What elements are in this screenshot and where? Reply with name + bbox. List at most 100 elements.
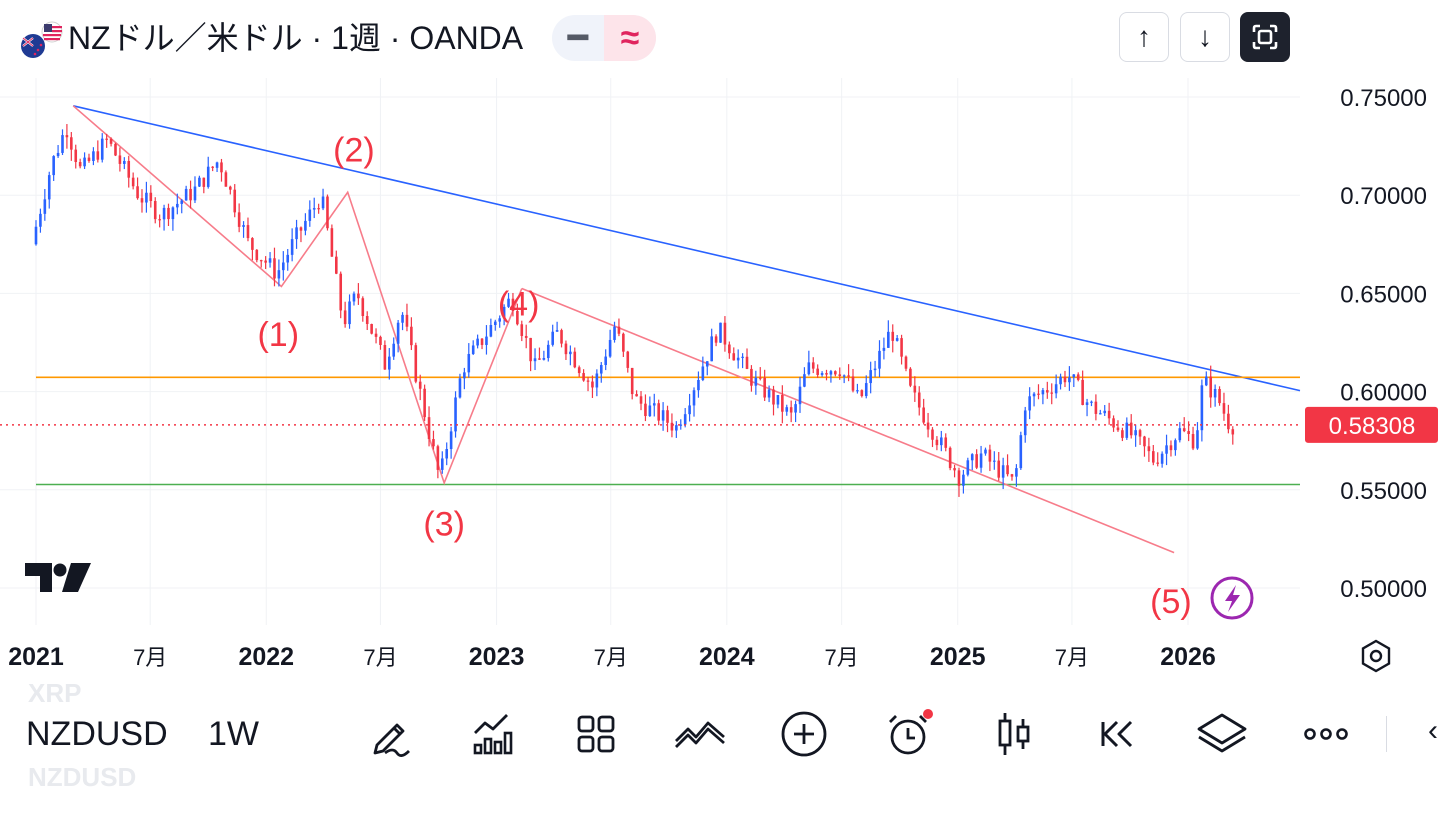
scroll-down-button[interactable]: ↓	[1180, 12, 1230, 62]
candle	[551, 324, 554, 347]
candle	[1231, 426, 1235, 445]
candle	[211, 166, 214, 172]
candle	[242, 221, 245, 238]
wave-icon[interactable]: ≈	[604, 15, 656, 61]
candle	[586, 376, 590, 392]
candles-button[interactable]	[986, 708, 1042, 760]
candle	[1213, 384, 1217, 407]
candle	[926, 412, 930, 438]
candle	[697, 371, 700, 398]
candle	[1041, 387, 1045, 405]
candle	[1182, 417, 1186, 433]
time-tick-label: 2024	[699, 643, 755, 671]
candle	[493, 319, 497, 331]
more-button[interactable]	[1298, 708, 1354, 760]
candle	[997, 451, 1001, 481]
candle	[798, 376, 802, 413]
candle	[873, 360, 877, 377]
candle	[485, 325, 488, 355]
previous-symbol[interactable]: XRP	[28, 678, 82, 708]
time-tick-label: 2021	[8, 643, 64, 671]
fullscreen-button[interactable]	[1240, 12, 1290, 62]
trend-line[interactable]	[72, 105, 523, 486]
candle	[1063, 370, 1067, 388]
objects-tree-button[interactable]	[1194, 708, 1250, 760]
symbol-selector[interactable]: NZDUSD	[26, 715, 168, 753]
candle	[1001, 457, 1005, 490]
candle	[286, 249, 290, 271]
lightning-icon[interactable]	[1210, 576, 1254, 620]
candle	[538, 347, 541, 361]
candle	[317, 203, 320, 214]
candle	[410, 317, 413, 351]
price-axis[interactable]: 0.75000 0.70000 0.65000 0.60000 0.55000 0.500…	[1340, 85, 1427, 603]
candle	[127, 155, 131, 188]
candle	[123, 157, 126, 170]
replay-button[interactable]	[1090, 708, 1146, 760]
chart-type-button[interactable]	[672, 708, 728, 760]
candle	[652, 393, 656, 417]
time-axis[interactable]: 2021 7月 2022 7月 2023 7月 2024 7月 2025 7月 2026	[8, 643, 1216, 671]
candle	[1116, 420, 1120, 432]
price-chart[interactable]: 0.75000 0.70000 0.65000 0.60000 0.55000 0.500…	[0, 0, 1448, 686]
candle	[145, 181, 148, 213]
candle	[463, 367, 466, 390]
candle	[189, 180, 192, 209]
candle	[966, 457, 970, 477]
symbol-title[interactable]: NZドル／米ドル · 1週 · OANDA	[68, 20, 524, 56]
candle	[864, 375, 868, 399]
candle	[984, 447, 987, 456]
candle	[1218, 386, 1221, 406]
minus-icon[interactable]: ━	[567, 19, 589, 57]
candle	[246, 217, 250, 242]
candle	[1112, 415, 1115, 432]
candle	[1107, 402, 1111, 425]
quote-toggle[interactable]: ━ ≈	[552, 15, 656, 61]
candle	[299, 226, 303, 243]
drawing-tools-button[interactable]	[360, 708, 416, 760]
price-tick-label: 0.55000	[1340, 478, 1427, 505]
candle	[935, 436, 939, 451]
candle	[776, 394, 780, 409]
currency-flags-icon	[21, 21, 63, 58]
candle	[1015, 464, 1018, 487]
axis-settings-icon[interactable]	[1361, 639, 1391, 673]
trend-line[interactable]	[73, 105, 1301, 392]
candle	[670, 413, 674, 438]
alerts-button[interactable]	[880, 708, 936, 760]
candle	[648, 396, 652, 418]
candle	[639, 391, 643, 411]
collapse-arrow-icon[interactable]: ‹	[1428, 714, 1438, 747]
candle	[975, 449, 978, 470]
candle	[1046, 381, 1049, 399]
candle	[92, 147, 95, 166]
trend-line[interactable]	[521, 287, 1175, 554]
candle	[657, 399, 660, 426]
layouts-button[interactable]	[568, 708, 624, 760]
indicators-button[interactable]	[464, 708, 520, 760]
next-symbol[interactable]: NZDUSD	[28, 762, 137, 792]
candle	[613, 321, 616, 343]
candle	[816, 364, 819, 378]
candle	[109, 137, 113, 147]
candle	[96, 140, 100, 163]
add-button[interactable]	[776, 708, 832, 760]
candle	[878, 340, 881, 378]
layers-icon	[1197, 713, 1247, 753]
candle	[171, 206, 175, 231]
candle	[860, 389, 864, 398]
candle	[1037, 384, 1040, 400]
candle	[454, 391, 457, 438]
wave-label: (3)	[423, 506, 465, 544]
candle	[405, 303, 409, 332]
candle	[909, 367, 912, 388]
scroll-up-button[interactable]: ↑	[1119, 12, 1169, 62]
candle	[202, 177, 206, 194]
candle	[794, 400, 797, 423]
candle	[904, 355, 908, 372]
candle	[1099, 409, 1102, 415]
candle	[326, 194, 329, 231]
interval-selector[interactable]: 1W	[208, 715, 259, 753]
candle	[136, 177, 139, 200]
candle	[1174, 438, 1177, 456]
